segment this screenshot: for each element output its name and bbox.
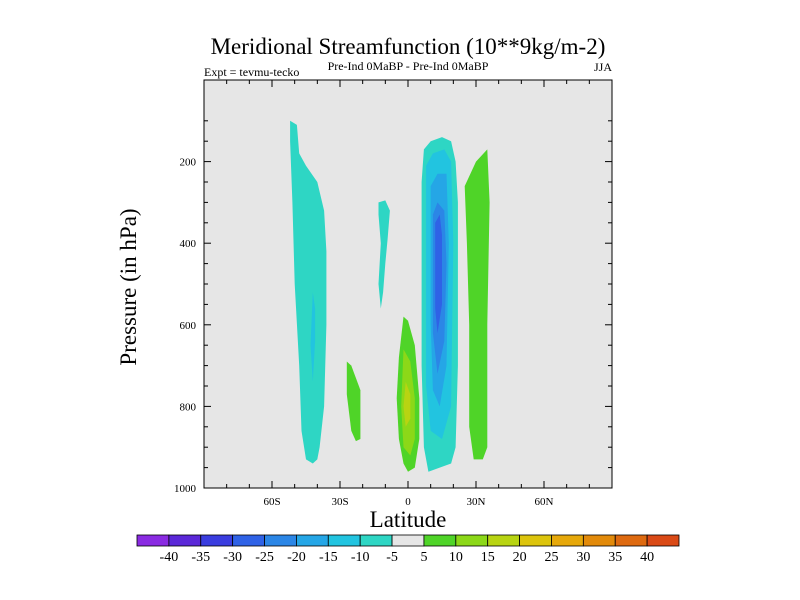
colorbar-swatch: [582, 534, 616, 547]
colorbar-label: 30: [576, 550, 590, 565]
colorbar-swatch: [455, 534, 489, 547]
contour-region-nh-positive-cell: [464, 149, 490, 460]
contour-region-sh-extratropical-cell: [290, 120, 327, 464]
colorbar-label: 25: [544, 550, 558, 565]
x-tick-label: 0: [405, 496, 411, 508]
colorbar-swatch: [232, 534, 265, 547]
colorbar-label: 20: [513, 550, 527, 565]
y-axis-label: Pressure (in hPa): [116, 208, 141, 365]
colorbar-swatch: [614, 534, 648, 547]
colorbar-label: 15: [481, 550, 495, 565]
colorbar-swatch: [646, 534, 680, 547]
y-tick-label: 200: [180, 157, 197, 169]
contour-region-sh-subtropical-positive: [346, 361, 361, 442]
colorbar-swatch: [200, 534, 234, 547]
colorbar-swatch: [487, 534, 520, 547]
x-tick-label: 30S: [331, 496, 348, 508]
y-tick-label: 1000: [174, 483, 197, 495]
colorbar-swatch: [519, 534, 552, 547]
x-tick-label: 60N: [535, 496, 554, 508]
contour-region-nh-hadley-core: [435, 214, 442, 333]
colorbar-label: 5: [420, 550, 427, 565]
y-tick-label: 600: [180, 320, 197, 332]
colorbar-label: -20: [287, 550, 306, 565]
colorbar-label: -35: [191, 550, 210, 565]
colorbar-swatch: [168, 534, 202, 547]
colorbar-label: -25: [255, 550, 274, 565]
colorbar-swatch: [296, 534, 329, 547]
contour-region-equatorial-positive-core: [403, 381, 411, 427]
contour-region-upper-negative-blob: [378, 200, 390, 309]
colorbar-swatch: [423, 534, 457, 547]
x-tick-label: 60S: [263, 496, 280, 508]
colorbar-label: 10: [449, 550, 463, 565]
colorbar-swatch: [551, 534, 584, 547]
experiment-label: Expt = tevmu-tecko: [204, 65, 299, 79]
colorbar-swatch: [136, 534, 170, 547]
colorbar-label: 40: [640, 550, 654, 565]
chart-title: Meridional Streamfunction (10**9kg/m-2): [211, 34, 606, 59]
colorbar-label: -10: [351, 550, 370, 565]
colorbar-label: 35: [608, 550, 622, 565]
y-tick-label: 800: [180, 401, 197, 413]
season-label: JJA: [594, 60, 612, 74]
colorbar-swatch: [391, 534, 425, 547]
y-tick-label: 400: [180, 238, 197, 250]
contour-region-sh-extratropical-core: [310, 292, 316, 382]
colorbar-label: -15: [319, 550, 338, 565]
colorbar-label: -40: [160, 550, 179, 565]
contour-fill-layer: [290, 120, 490, 472]
axis-ticks: 60S 30S 0 30N 60N 200 400 600 800 1000: [174, 80, 613, 508]
x-axis-label: Latitude: [370, 507, 447, 532]
colorbar-swatch: [264, 534, 297, 547]
colorbar-label: -5: [386, 550, 398, 565]
colorbar-swatch: [359, 534, 393, 547]
comparison-label: Pre-Ind 0MaBP - Pre-Ind 0MaBP: [328, 59, 489, 73]
colorbar: -40 -35 -30 -25 -20 -15 -10 -5 5 10 15 20 25 30 35 40: [136, 534, 680, 565]
colorbar-label: -30: [223, 550, 242, 565]
x-tick-label: 30N: [467, 496, 486, 508]
colorbar-swatch: [327, 534, 361, 547]
